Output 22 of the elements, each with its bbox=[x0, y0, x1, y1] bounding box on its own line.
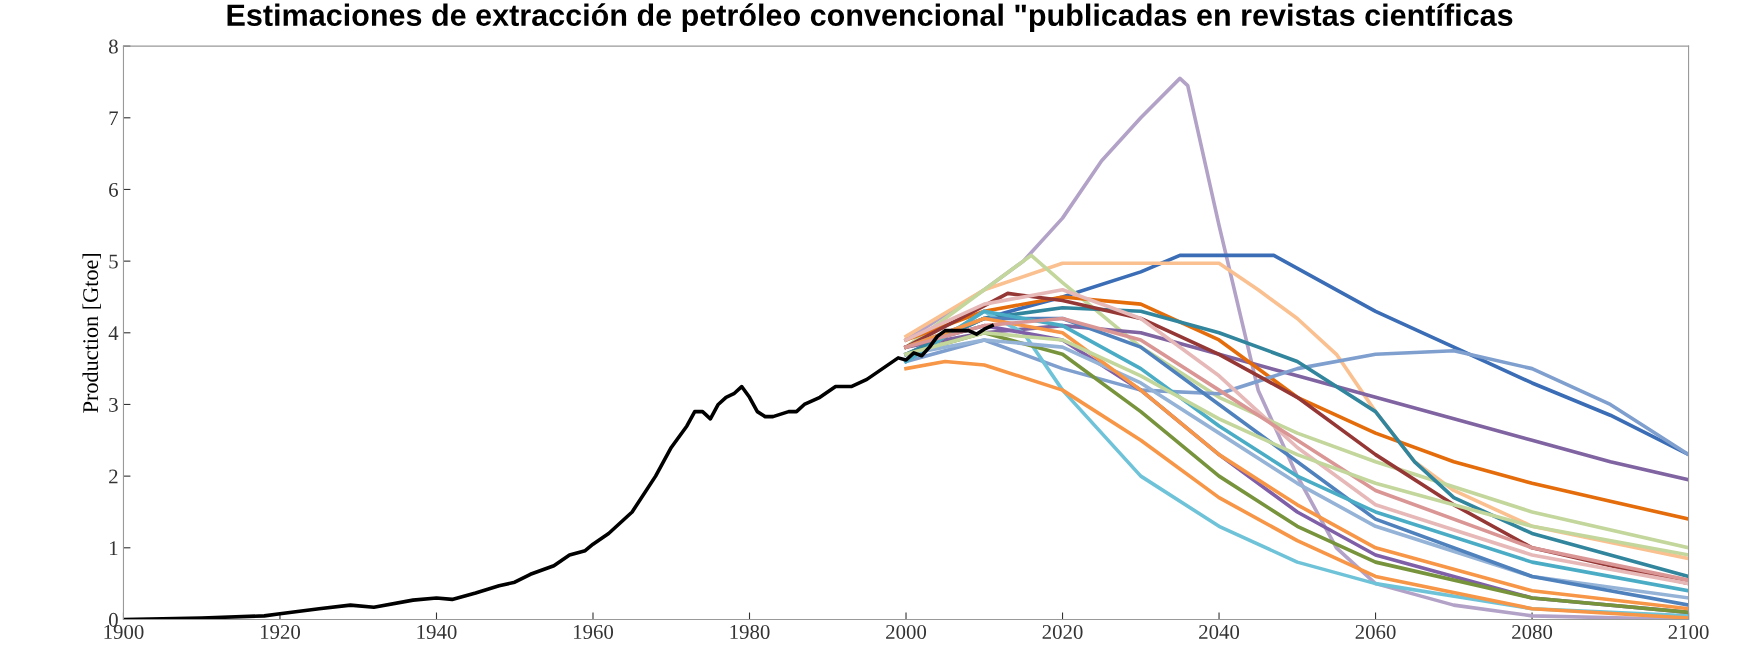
x-tick-label: 1980 bbox=[730, 624, 770, 639]
x-tick-label: 1900 bbox=[104, 624, 144, 639]
y-axis-title: Production [Gtoe] bbox=[82, 253, 101, 413]
y-tick-label: 0 bbox=[108, 612, 118, 627]
x-tick-label: 2060 bbox=[1355, 624, 1396, 639]
y-tick-label: 5 bbox=[109, 254, 118, 269]
y-tick-label: 4 bbox=[108, 326, 119, 341]
x-tick-label: 2080 bbox=[1512, 624, 1553, 639]
x-tick-label: 2100 bbox=[1668, 624, 1709, 639]
y-tick-label: 7 bbox=[109, 111, 119, 126]
x-tick-label: 1960 bbox=[574, 624, 614, 639]
x-tick-label: 2020 bbox=[1042, 624, 1083, 639]
x-tick-label: 2000 bbox=[886, 624, 927, 639]
x-tick-label: 1920 bbox=[260, 624, 301, 639]
y-tick-label: 2 bbox=[109, 469, 118, 484]
x-tick-label: 1940 bbox=[417, 624, 457, 639]
y-tick-label: 8 bbox=[108, 39, 118, 54]
x-tick-label: 2040 bbox=[1199, 624, 1240, 639]
y-tick-label: 6 bbox=[109, 182, 118, 197]
y-tick-label: 3 bbox=[109, 397, 118, 412]
chart-title: Estimaciones de extracción de petróleo convencional "publicadas en revistas científicas bbox=[227, 3, 1513, 33]
y-tick-label: 1 bbox=[110, 541, 118, 556]
